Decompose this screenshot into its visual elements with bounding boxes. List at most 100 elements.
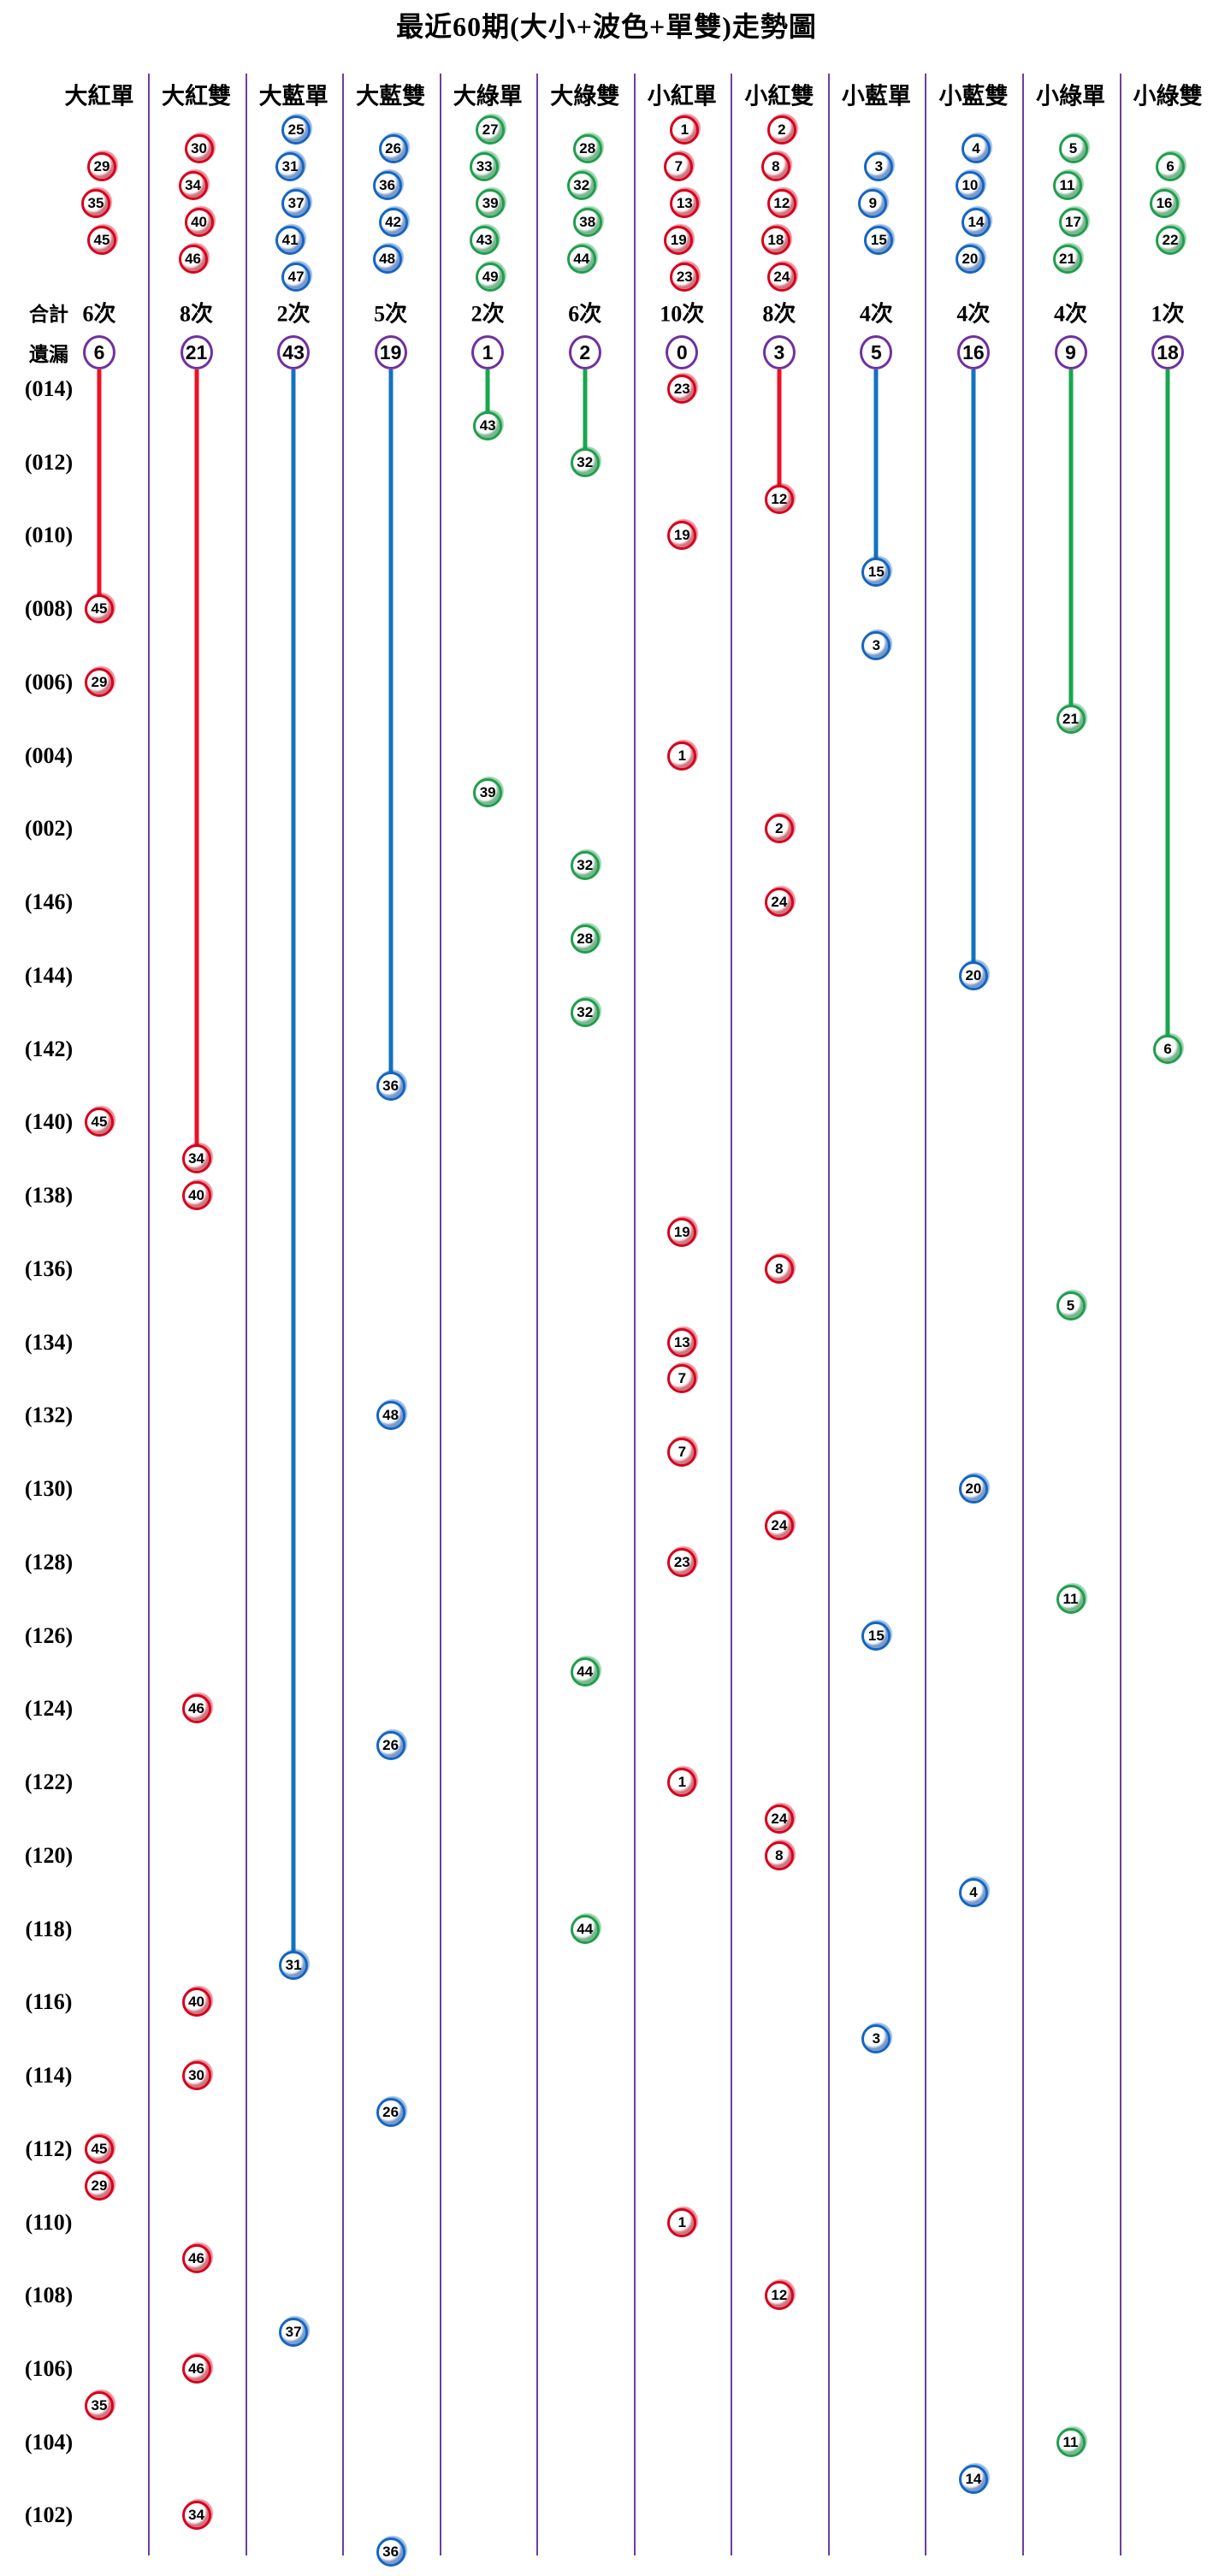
legend-ball: 18	[760, 226, 790, 255]
period-row-label: (104)	[24, 2429, 74, 2455]
draw-ball: 36	[376, 2538, 405, 2567]
legend-ball: 16	[1150, 189, 1180, 218]
draw-ball: 13	[667, 1327, 697, 1357]
column-miss-count: 21	[180, 335, 213, 369]
column-total: 8次	[180, 301, 214, 327]
draw-ball: 34	[181, 2501, 211, 2531]
column-header: 大紅雙	[162, 83, 232, 109]
column-divider	[1021, 74, 1024, 2555]
legend-ball: 1	[670, 115, 700, 145]
draw-ball: 48	[376, 1401, 405, 1431]
trend-line	[485, 369, 490, 413]
draw-ball: 14	[958, 2464, 988, 2494]
legend-ball: 22	[1156, 226, 1186, 255]
period-row-label: (116)	[25, 1989, 73, 2015]
legend-ball: 38	[572, 207, 602, 237]
legend-ball: 23	[670, 263, 700, 292]
column-total: 5次	[374, 301, 408, 327]
draw-ball: 12	[764, 2281, 794, 2311]
draw-ball: 44	[570, 1657, 600, 1687]
column-header: 小藍雙	[938, 83, 1009, 109]
legend-ball: 33	[470, 152, 500, 181]
legend-ball: 24	[766, 263, 796, 292]
draw-ball: 30	[181, 2061, 211, 2091]
column-miss-count: 16	[956, 335, 990, 369]
draw-ball: 4	[958, 1877, 988, 1907]
column-divider	[827, 74, 830, 2555]
column-total: 2次	[470, 301, 505, 327]
trend-line	[777, 369, 782, 487]
legend-ball: 40	[184, 207, 214, 237]
draw-ball: 37	[279, 2318, 309, 2348]
total-row-label: 合計	[29, 304, 68, 325]
period-row-label: (130)	[24, 1476, 74, 1502]
column-miss-count: 5	[860, 335, 893, 369]
trend-line	[194, 369, 199, 1147]
column-header: 小紅雙	[744, 83, 814, 109]
period-row-label: (108)	[24, 2283, 74, 2308]
trend-line	[1068, 369, 1073, 706]
draw-ball: 6	[1153, 1034, 1183, 1064]
draw-ball: 26	[376, 2097, 405, 2127]
legend-ball: 46	[178, 244, 208, 274]
legend-ball: 32	[566, 170, 596, 200]
column-miss-count: 2	[568, 335, 601, 369]
draw-ball: 40	[181, 1988, 211, 2018]
legend-ball: 25	[281, 115, 311, 145]
legend-ball: 29	[87, 152, 116, 181]
period-row-label: (002)	[24, 816, 74, 842]
draw-ball: 32	[570, 447, 600, 477]
legend-ball: 10	[955, 170, 985, 200]
period-row-label: (112)	[25, 2136, 73, 2161]
draw-ball: 29	[85, 2171, 114, 2201]
column-miss-count: 0	[666, 335, 699, 369]
draw-ball: 29	[85, 667, 114, 697]
trend-line	[873, 369, 879, 560]
period-row-label: (142)	[24, 1036, 74, 1061]
legend-ball: 5	[1058, 133, 1088, 163]
draw-ball: 15	[861, 1621, 891, 1651]
draw-ball: 11	[1056, 1584, 1086, 1614]
period-row-label: (004)	[24, 742, 74, 768]
column-divider	[342, 74, 345, 2555]
draw-ball: 24	[764, 888, 794, 918]
draw-ball: 36	[376, 1071, 405, 1101]
draw-ball: 3	[861, 631, 891, 661]
trend-line	[1165, 369, 1170, 1037]
draw-ball: 24	[764, 1804, 794, 1834]
legend-ball: 12	[766, 189, 796, 218]
period-row-label: (124)	[24, 1696, 74, 1722]
column-header: 大綠雙	[550, 83, 620, 109]
legend-ball: 7	[664, 152, 694, 181]
draw-ball: 45	[85, 594, 114, 624]
draw-ball: 20	[958, 1474, 988, 1504]
legend-ball: 17	[1058, 207, 1088, 237]
legend-ball: 28	[572, 133, 602, 163]
period-row-label: (144)	[24, 962, 74, 988]
legend-ball: 4	[961, 133, 991, 163]
legend-ball: 26	[378, 133, 408, 163]
miss-row-label: 遺漏	[29, 344, 68, 365]
period-row-label: (122)	[24, 1770, 74, 1795]
legend-ball: 45	[87, 226, 116, 255]
draw-ball: 8	[764, 1840, 794, 1870]
draw-ball: 1	[667, 2207, 697, 2237]
column-total: 6次	[568, 301, 602, 327]
draw-ball: 26	[376, 1731, 405, 1761]
period-row-label: (114)	[25, 2063, 73, 2089]
column-total: 10次	[660, 301, 705, 327]
column-divider	[439, 74, 441, 2555]
draw-ball: 43	[473, 411, 503, 440]
legend-ball: 49	[476, 263, 506, 292]
period-row-label: (140)	[24, 1109, 74, 1135]
draw-ball: 20	[958, 960, 988, 990]
legend-ball: 6	[1156, 152, 1186, 181]
period-row-label: (138)	[24, 1183, 74, 1208]
draw-ball: 3	[861, 2024, 891, 2054]
draw-ball: 19	[667, 1218, 697, 1247]
period-row-label: (006)	[24, 669, 74, 694]
draw-ball: 45	[85, 2134, 114, 2164]
draw-ball: 32	[570, 851, 600, 881]
draw-ball: 32	[570, 997, 600, 1027]
draw-ball: 35	[85, 2390, 114, 2420]
